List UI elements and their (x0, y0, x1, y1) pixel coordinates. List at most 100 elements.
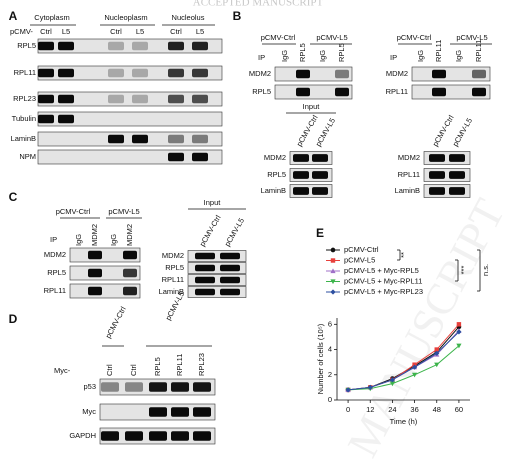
marker (434, 350, 440, 356)
lane-label: Ctrl (105, 364, 114, 376)
row-label: RPL11 (162, 275, 184, 284)
annotation: n.s. (481, 264, 490, 276)
blot-strip (69, 265, 141, 281)
annotation: ** (399, 252, 408, 258)
blot-strip (274, 66, 353, 82)
lane-prefix: Myc- (54, 366, 71, 375)
lane-label: RPL11 (175, 354, 184, 376)
row-label: RPL11 (398, 170, 420, 179)
lane-label: IgG (74, 234, 83, 246)
group-label: pCMV-L5 (108, 207, 139, 216)
band (168, 68, 184, 78)
fraction-label: Nucleoplasm (104, 13, 147, 22)
blot-strip (411, 84, 491, 100)
row-label: RPL5 (267, 170, 286, 179)
band (171, 407, 189, 417)
ip-label: IP (390, 53, 397, 62)
blot-strip (411, 66, 491, 82)
marker (345, 387, 351, 393)
x-axis-label: Time (h) (390, 417, 418, 426)
row-label: Tubulin (12, 114, 36, 123)
fraction-label: Nucleolus (172, 13, 205, 22)
band (429, 154, 445, 162)
marker (411, 372, 418, 378)
band (449, 171, 465, 179)
row-label: RPL11 (14, 68, 36, 77)
input-label: Input (204, 198, 222, 207)
lane-label: RPL23 (197, 353, 206, 376)
x-tick-label: 36 (410, 405, 418, 414)
band (195, 276, 215, 284)
group-label: pCMV-Ctrl (261, 33, 296, 42)
row-prefix: pCMV- (10, 27, 33, 36)
band (168, 134, 184, 144)
band (335, 87, 349, 97)
band (472, 69, 486, 79)
row-label: MDM2 (264, 153, 286, 162)
row-label: RPL11 (44, 286, 66, 295)
annotation: *** (459, 266, 468, 275)
row-label: MDM2 (386, 69, 408, 78)
row-label: NPM (19, 152, 36, 161)
band (192, 68, 208, 78)
band (132, 134, 148, 144)
band (168, 41, 184, 51)
band (88, 250, 102, 260)
marker (456, 329, 462, 335)
band (220, 264, 240, 272)
row-label: MDM2 (249, 69, 271, 78)
band (101, 431, 119, 441)
band (429, 187, 445, 195)
band (192, 152, 208, 162)
lane-label: IgG (109, 234, 118, 246)
band (449, 154, 465, 162)
band (312, 171, 328, 179)
marker (389, 381, 396, 387)
blot-strip (187, 262, 247, 274)
band (472, 87, 486, 97)
band (149, 431, 167, 441)
row-label: RPL11 (386, 87, 408, 96)
band (220, 276, 240, 284)
ip-label: IP (50, 235, 57, 244)
marker (330, 279, 336, 285)
panel-label: B (233, 9, 242, 23)
panel-label: A (9, 9, 18, 23)
blot-strip (187, 274, 247, 286)
panel-label: D (9, 312, 18, 326)
row-label: MDM2 (398, 153, 420, 162)
ip-label: IP (258, 53, 265, 62)
group-label: pCMV-L5 (456, 33, 487, 42)
band (88, 268, 102, 278)
band (195, 252, 215, 260)
row-label: RPL5 (165, 263, 184, 272)
band (149, 407, 167, 417)
band (432, 87, 446, 97)
band (171, 431, 189, 441)
y-tick-label: 4 (328, 345, 332, 354)
band (123, 250, 137, 260)
lane-label: L5 (196, 27, 204, 36)
band (195, 288, 215, 296)
marker (456, 322, 462, 327)
band (335, 69, 349, 79)
lane-label: Ctrl (110, 27, 122, 36)
x-tick-label: 0 (346, 405, 350, 414)
group-label: pCMV-L5 (316, 33, 347, 42)
band (38, 41, 54, 51)
band (192, 134, 208, 144)
row-label: GAPDH (69, 431, 96, 440)
band (168, 152, 184, 162)
fraction-label: Cytoplasm (34, 13, 69, 22)
band (312, 187, 328, 195)
band (123, 286, 137, 296)
series-line (348, 331, 460, 391)
row-label: MDM2 (162, 251, 184, 260)
band (123, 268, 137, 278)
band (149, 382, 167, 392)
band (38, 68, 54, 78)
lane-label: RPL5 (153, 357, 162, 376)
blot-strip (187, 286, 247, 298)
marker (434, 347, 439, 352)
band (38, 94, 54, 104)
